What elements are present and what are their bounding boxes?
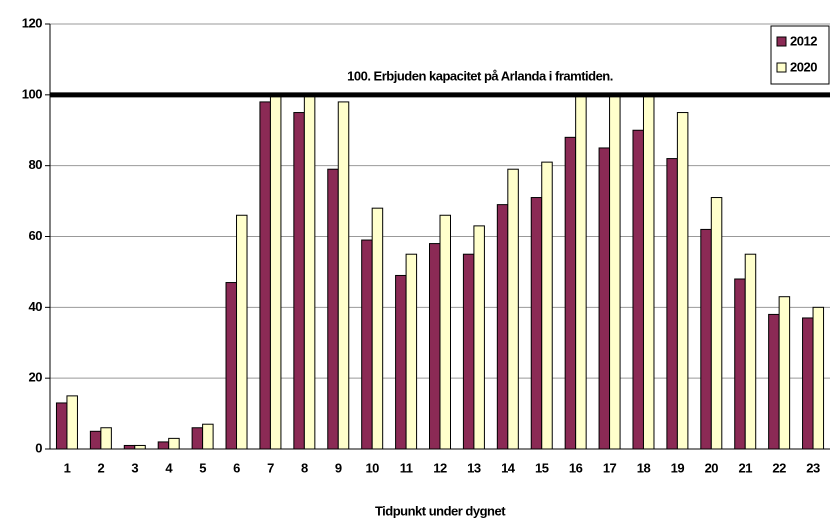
bar — [564, 136, 577, 450]
bar — [530, 197, 543, 450]
x-tick-label: 18 — [637, 460, 651, 475]
annotation: 100. Erbjuden kapacitet på Arlanda i fra… — [347, 68, 613, 83]
x-tick-label: 7 — [267, 460, 274, 475]
legend-swatch — [776, 36, 787, 47]
x-tick-label: 5 — [199, 460, 206, 475]
bar — [337, 101, 350, 450]
x-tick-label: 23 — [806, 460, 820, 475]
x-tick-label: 6 — [233, 460, 240, 475]
bar — [598, 147, 611, 450]
bar — [632, 129, 644, 450]
bar — [269, 94, 282, 450]
x-tick-label: 9 — [335, 460, 342, 475]
bar — [768, 313, 780, 450]
x-tick-label: 21 — [738, 460, 752, 475]
x-tick-label: 2 — [98, 460, 105, 475]
bar — [100, 427, 112, 450]
x-tick-label: 12 — [433, 460, 447, 475]
bar — [303, 94, 316, 450]
bar — [89, 430, 102, 450]
x-tick-label: 14 — [501, 460, 516, 475]
bar — [191, 427, 204, 450]
bar — [361, 239, 373, 450]
bar — [55, 402, 68, 450]
y-tick-label: 80 — [29, 157, 43, 172]
x-tick-label: 15 — [535, 460, 549, 475]
x-tick-label: 17 — [603, 460, 617, 475]
y-tick-label: 40 — [29, 299, 43, 314]
bar — [642, 94, 655, 450]
y-tick-label: 0 — [35, 440, 42, 455]
x-tick-label: 4 — [165, 460, 173, 475]
bar — [666, 158, 678, 450]
bar — [575, 94, 587, 450]
bar — [778, 296, 791, 450]
bar — [710, 197, 723, 450]
legend-label: 2020 — [790, 59, 817, 74]
bar — [225, 282, 238, 450]
y-tick-label: 20 — [29, 370, 43, 385]
bar — [395, 274, 407, 450]
bar — [802, 317, 814, 450]
bar — [134, 444, 146, 450]
x-axis-label: Tidpunkt under dygnet — [375, 503, 506, 518]
x-tick-label: 22 — [772, 460, 786, 475]
bar — [473, 225, 485, 450]
bar — [202, 423, 214, 450]
x-tick-label: 3 — [131, 460, 138, 475]
bar — [371, 207, 384, 450]
x-tick-label: 11 — [400, 460, 413, 475]
bar — [541, 161, 553, 450]
x-tick-label: 10 — [365, 460, 379, 475]
x-tick-label: 13 — [467, 460, 481, 475]
x-tick-label: 20 — [705, 460, 719, 475]
y-tick-label: 100 — [22, 86, 42, 101]
bar — [236, 214, 248, 450]
x-tick-label: 16 — [569, 460, 583, 475]
bar — [609, 94, 621, 450]
bar — [744, 253, 757, 450]
bar — [327, 168, 339, 450]
legend-swatch — [776, 62, 787, 73]
bar — [429, 243, 441, 450]
bar — [812, 306, 825, 450]
bar — [66, 395, 78, 450]
bar — [734, 278, 746, 450]
legend-box — [770, 25, 830, 85]
bar — [259, 101, 271, 450]
bar — [168, 437, 180, 450]
bar — [462, 253, 475, 450]
bar — [123, 444, 136, 450]
x-tick-label: 1 — [64, 460, 71, 475]
bar — [157, 441, 170, 450]
bar — [293, 112, 305, 450]
bar — [700, 228, 712, 450]
bar — [676, 112, 689, 450]
bar — [439, 214, 451, 450]
y-tick-label: 60 — [29, 228, 43, 243]
legend-label: 2012 — [790, 33, 817, 48]
bar — [496, 204, 509, 450]
bar — [507, 168, 519, 450]
bar — [405, 253, 418, 450]
x-tick-label: 19 — [671, 460, 685, 475]
x-tick-label: 8 — [301, 460, 308, 475]
y-tick-label: 120 — [22, 15, 42, 30]
